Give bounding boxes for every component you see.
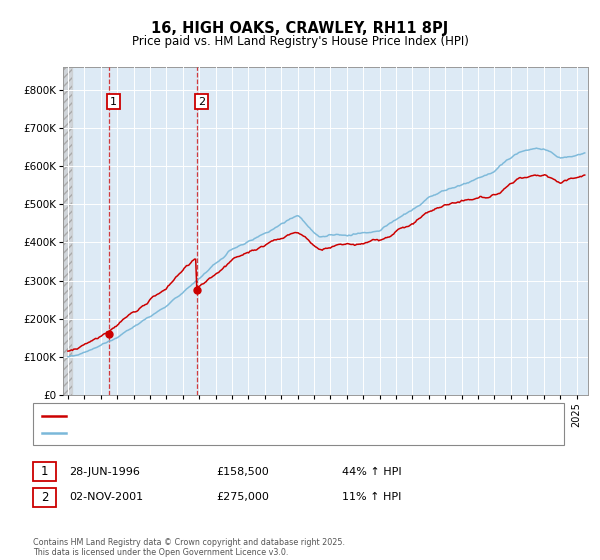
- Text: 2: 2: [41, 491, 48, 504]
- Text: 16, HIGH OAKS, CRAWLEY, RH11 8PJ (detached house): 16, HIGH OAKS, CRAWLEY, RH11 8PJ (detach…: [70, 411, 341, 421]
- Text: Contains HM Land Registry data © Crown copyright and database right 2025.
This d: Contains HM Land Registry data © Crown c…: [33, 538, 345, 557]
- Text: 1: 1: [41, 465, 48, 478]
- Text: Price paid vs. HM Land Registry's House Price Index (HPI): Price paid vs. HM Land Registry's House …: [131, 35, 469, 48]
- Text: 28-JUN-1996: 28-JUN-1996: [69, 466, 140, 477]
- Bar: [63, 67, 72, 395]
- Text: 1: 1: [110, 96, 117, 106]
- Text: 02-NOV-2001: 02-NOV-2001: [69, 492, 143, 502]
- Text: £158,500: £158,500: [216, 466, 269, 477]
- Text: 16, HIGH OAKS, CRAWLEY, RH11 8PJ: 16, HIGH OAKS, CRAWLEY, RH11 8PJ: [151, 21, 449, 36]
- Text: 44% ↑ HPI: 44% ↑ HPI: [342, 466, 401, 477]
- Bar: [63, 67, 72, 395]
- Text: £275,000: £275,000: [216, 492, 269, 502]
- Text: HPI: Average price, detached house, Crawley: HPI: Average price, detached house, Craw…: [70, 428, 295, 438]
- Text: 2: 2: [198, 96, 205, 106]
- Text: 11% ↑ HPI: 11% ↑ HPI: [342, 492, 401, 502]
